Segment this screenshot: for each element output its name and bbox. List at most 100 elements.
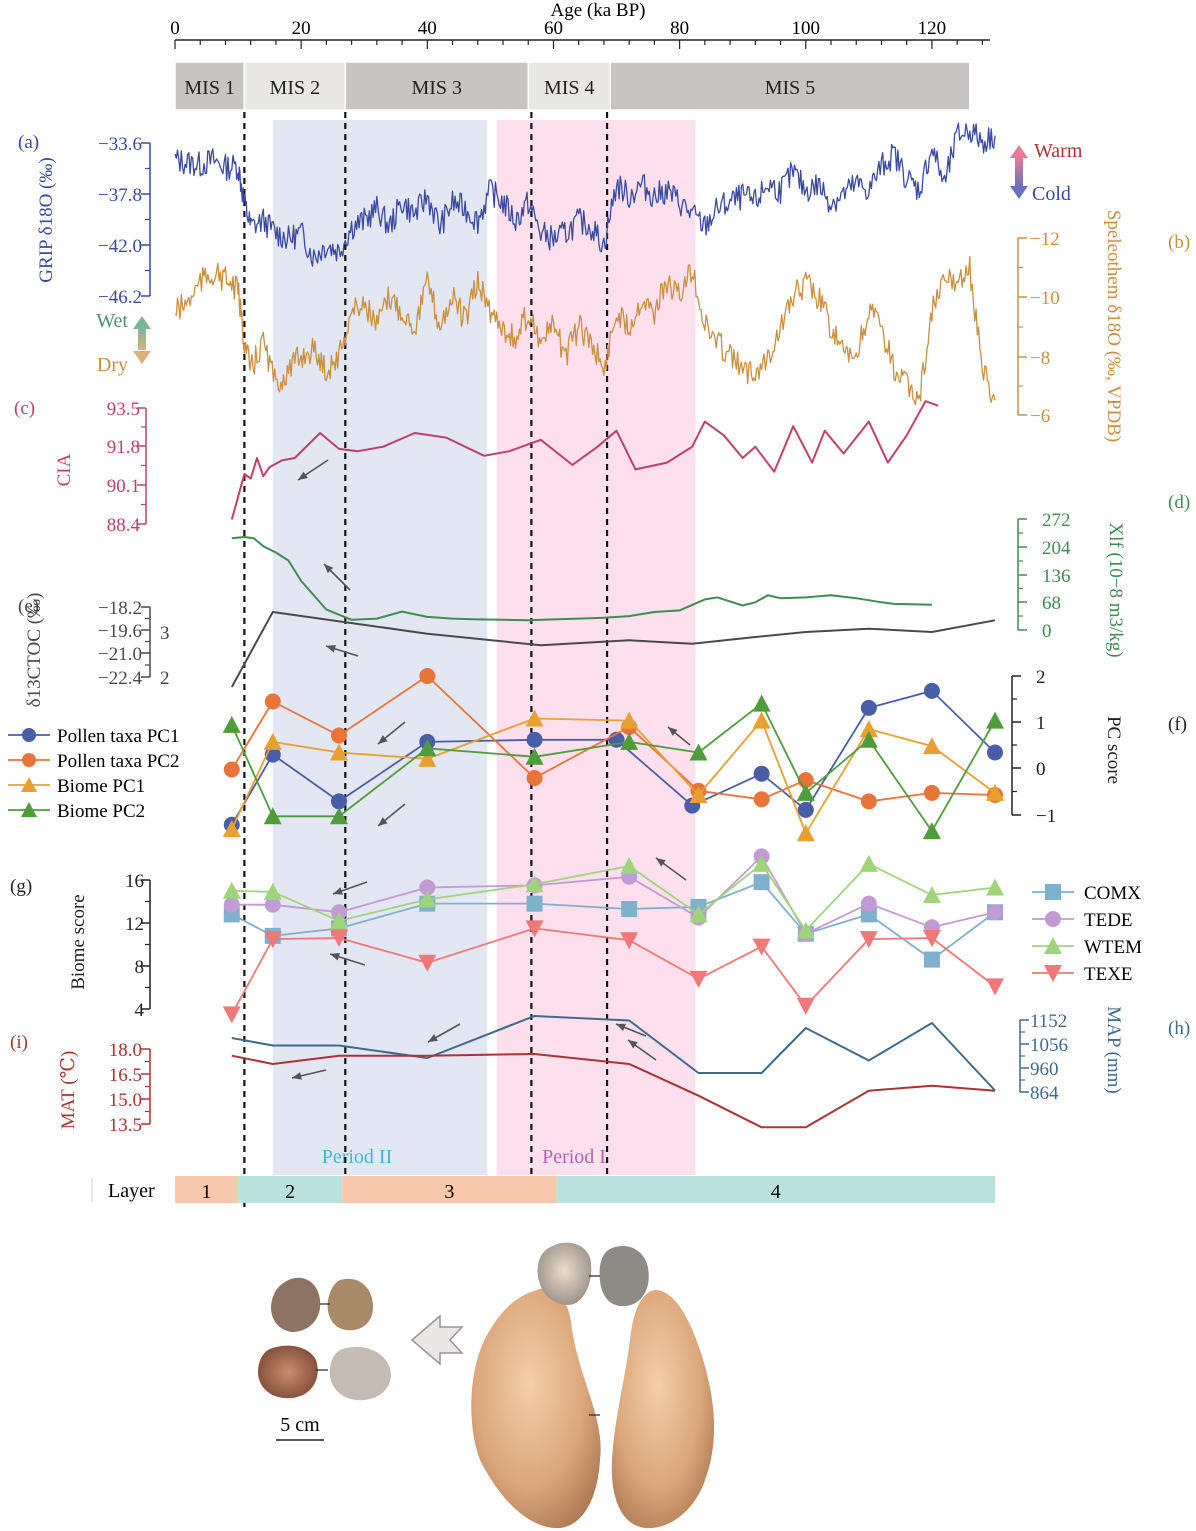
series-line [231, 855, 996, 935]
layer-label: 3 [444, 1181, 454, 1203]
data-point [330, 807, 348, 825]
age-tick-label: 80 [670, 18, 689, 39]
layer-label: 1 [202, 1181, 212, 1203]
y-tick-label: −21.0 [98, 644, 142, 665]
handaxe-left [471, 1288, 601, 1529]
panel-tag: (i) [10, 1032, 28, 1053]
legend-label: TEXE [1084, 964, 1133, 985]
y-tick-label: −19.6 [98, 621, 142, 642]
data-point [859, 931, 878, 949]
data-point [526, 770, 543, 786]
y-tick-label: 16 [125, 871, 144, 892]
y-tick-label: 12 [125, 914, 144, 935]
y-axis-label: Biome score [68, 894, 89, 990]
data-point [689, 743, 708, 761]
y-tick-label: 272 [1042, 510, 1071, 531]
cold-arrow-icon [1010, 186, 1028, 199]
layer-title: Layer [108, 1180, 155, 1202]
trend-arrowhead-icon [668, 727, 678, 736]
series-line [231, 1053, 996, 1129]
data-point [860, 793, 877, 810]
data-point [222, 715, 241, 733]
trend-arrowhead-icon [333, 887, 343, 895]
y-tick-label: −22.4 [98, 668, 142, 689]
data-point [620, 932, 639, 950]
data-point [796, 997, 815, 1015]
y-axis-label: PC score [1103, 716, 1124, 784]
flake-bottom-right [329, 1346, 391, 1401]
trend-arrowhead-icon [330, 953, 340, 961]
y-tick-label: 864 [1030, 1083, 1059, 1104]
trend-arrowhead-icon [324, 564, 334, 574]
data-point [752, 854, 771, 872]
data-point [987, 904, 1003, 921]
data-point [922, 822, 941, 840]
flake-top-right [599, 1246, 649, 1307]
period-shade [496, 120, 696, 1175]
y-tick-label: 68 [1042, 593, 1061, 614]
data-point [419, 879, 436, 896]
data-point [526, 731, 543, 748]
y-axis-label: MAT (℃) [58, 1051, 79, 1129]
data-point [689, 970, 708, 988]
data-point [620, 857, 639, 875]
data-point [331, 727, 347, 744]
trend-arrowhead-icon [616, 1023, 626, 1032]
y-tick-label: 93.5 [107, 399, 140, 420]
y-tick-label: 90.1 [107, 476, 140, 497]
data-point [752, 938, 771, 956]
age-tick-label: 0 [170, 18, 180, 39]
y-tick-label: 88.4 [107, 515, 141, 536]
layer-label: 4 [771, 1181, 781, 1203]
trend-arrowhead-icon [326, 645, 336, 653]
dry-label: Dry [97, 354, 128, 376]
data-point [263, 882, 282, 900]
panel-f: 2 1 0 −1 (f) PC score [222, 667, 1187, 842]
series-line [230, 611, 996, 688]
flake-mid-right [327, 1278, 374, 1331]
series-line [231, 690, 996, 826]
y-tick-label: 15.0 [109, 1090, 142, 1111]
y-tick-label: −8 [1030, 348, 1050, 369]
wet-label: Wet [96, 310, 128, 332]
series-line [231, 536, 932, 622]
data-point [222, 1006, 241, 1024]
layer-segment [556, 1176, 995, 1203]
age-axis-label: Age (ka BP) [551, 0, 646, 21]
trend-arrowhead-icon [378, 735, 388, 744]
series-line [231, 1015, 996, 1092]
legend-marker [22, 753, 36, 767]
panel-tag: (a) [18, 132, 39, 153]
y-tick-label: 4 [135, 1000, 145, 1021]
trend-arrowhead-icon [656, 858, 666, 867]
y-tick-label: −42.0 [98, 236, 142, 257]
secondary-tick-label: 3 [160, 623, 170, 644]
data-point [264, 693, 281, 710]
trend-arrowhead-icon [298, 471, 308, 480]
data-point [860, 895, 877, 912]
y-tick-label: −33.6 [98, 134, 142, 155]
data-point [621, 901, 638, 918]
age-tick-label: 60 [544, 18, 563, 39]
data-point [689, 905, 708, 923]
layer-segment [175, 1176, 239, 1203]
data-point [753, 791, 770, 808]
legends: Pollen taxa PC1 Pollen taxa PC2 Biome PC1 B… [8, 726, 1142, 985]
y-tick-label: 1 [1036, 713, 1046, 734]
layer-label: 2 [285, 1181, 295, 1203]
legend-label: Biome PC1 [57, 776, 145, 797]
y-tick-label: −10 [1030, 288, 1060, 309]
period-label: Period I [542, 1146, 606, 1168]
data-point [223, 761, 240, 778]
y-axis-label: Xlf (10−8 m3/kg) [1105, 522, 1126, 657]
warm-cold-indicator: Warm Cold [1010, 140, 1083, 205]
y-axis-label: MAP (mm) [1103, 1006, 1124, 1093]
panel-g: 16 12 8 4 (g) Biome score [10, 848, 1004, 1024]
mis-label: MIS 4 [544, 77, 595, 99]
age-tick-label: 20 [292, 18, 311, 39]
data-point [986, 783, 1004, 801]
mis-stage [609, 61, 971, 111]
mis-bar: MIS 1 MIS 2 MIS 3 MIS 4 MIS 5 [174, 61, 971, 111]
mis-stage [344, 61, 529, 111]
data-point [331, 793, 347, 810]
